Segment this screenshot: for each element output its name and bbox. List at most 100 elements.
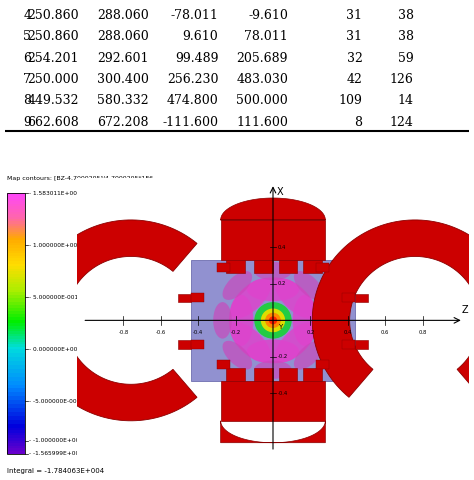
Bar — [7, 365, 25, 369]
Text: 9: 9 — [23, 116, 31, 129]
Text: -9.610: -9.610 — [248, 9, 288, 22]
Bar — [7, 266, 25, 269]
Ellipse shape — [229, 295, 254, 346]
Text: 31: 31 — [346, 30, 363, 43]
Bar — [7, 339, 25, 342]
Bar — [7, 253, 25, 256]
Text: 0.2: 0.2 — [306, 330, 315, 336]
Polygon shape — [221, 198, 325, 220]
Text: 580.332: 580.332 — [97, 94, 149, 107]
Bar — [7, 236, 25, 238]
Text: 31: 31 — [346, 9, 363, 22]
Text: 250.860: 250.860 — [27, 30, 79, 43]
Bar — [7, 234, 25, 236]
Bar — [7, 228, 25, 230]
Text: Integral = -1.784063E+004: Integral = -1.784063E+004 — [7, 468, 104, 474]
Text: 5: 5 — [23, 30, 31, 43]
Bar — [7, 336, 25, 339]
Text: 288.060: 288.060 — [97, 9, 149, 22]
Bar — [7, 214, 25, 217]
Text: -0.6: -0.6 — [156, 330, 166, 336]
Bar — [7, 305, 25, 308]
Polygon shape — [221, 421, 325, 443]
Bar — [7, 221, 25, 224]
Bar — [7, 269, 25, 271]
Bar — [178, 294, 191, 302]
Bar — [7, 347, 25, 349]
Circle shape — [255, 302, 292, 338]
Bar — [7, 193, 25, 454]
Ellipse shape — [292, 295, 317, 346]
Ellipse shape — [294, 341, 323, 370]
Bar — [221, 381, 325, 421]
Bar — [7, 396, 25, 400]
Bar — [7, 256, 25, 258]
Text: Map contours: [BZ-4.7000205]/4.7000205*1E6: Map contours: [BZ-4.7000205]/4.7000205*1… — [7, 176, 153, 181]
Text: 300.400: 300.400 — [97, 73, 149, 86]
Bar — [355, 294, 368, 302]
Text: 126: 126 — [390, 73, 413, 86]
Bar — [7, 392, 25, 396]
Text: 288.060: 288.060 — [97, 30, 149, 43]
Bar — [7, 428, 25, 430]
Bar — [355, 340, 368, 348]
Ellipse shape — [294, 271, 323, 300]
Circle shape — [261, 309, 285, 332]
Text: 292.601: 292.601 — [97, 51, 149, 65]
Bar — [7, 443, 25, 446]
Text: - 1.583011E+000: - 1.583011E+000 — [29, 191, 81, 196]
Text: - 0.000000E+000: - 0.000000E+000 — [29, 347, 82, 352]
Bar — [7, 226, 25, 228]
Bar — [7, 238, 25, 240]
Text: 124: 124 — [390, 116, 413, 129]
Text: 32: 32 — [346, 51, 363, 65]
Bar — [7, 438, 25, 441]
Bar — [7, 301, 25, 305]
Ellipse shape — [275, 278, 316, 318]
Bar — [7, 287, 25, 289]
Text: 250.000: 250.000 — [27, 73, 79, 86]
Bar — [7, 196, 25, 199]
Bar — [7, 416, 25, 420]
Bar — [7, 274, 25, 276]
Bar — [7, 353, 25, 357]
Ellipse shape — [247, 339, 299, 363]
Bar — [7, 377, 25, 381]
Bar — [7, 295, 25, 299]
Bar — [7, 245, 25, 248]
Bar — [7, 206, 25, 209]
Bar — [226, 260, 245, 273]
Bar — [7, 384, 25, 388]
Bar — [7, 369, 25, 373]
Text: Z: Z — [462, 305, 468, 315]
Ellipse shape — [275, 323, 316, 362]
Bar — [7, 204, 25, 206]
Bar — [7, 292, 25, 295]
Text: 500.000: 500.000 — [237, 94, 288, 107]
Bar — [255, 368, 273, 381]
Bar — [7, 251, 25, 253]
Bar — [7, 334, 25, 336]
Bar — [7, 400, 25, 404]
Ellipse shape — [255, 262, 292, 280]
Bar — [217, 263, 230, 272]
Bar — [316, 263, 329, 272]
Text: Y: Y — [278, 324, 282, 330]
Text: 8: 8 — [23, 94, 31, 107]
Bar — [7, 258, 25, 261]
Bar — [7, 199, 25, 201]
Text: - -1.565999E+000: - -1.565999E+000 — [29, 451, 83, 456]
Text: -0.2: -0.2 — [230, 330, 241, 336]
Bar — [255, 260, 273, 273]
Bar — [7, 311, 25, 314]
Bar — [7, 331, 25, 334]
Bar — [7, 408, 25, 412]
Bar — [7, 276, 25, 279]
Bar — [7, 344, 25, 347]
Bar — [7, 212, 25, 214]
Bar — [7, 282, 25, 285]
Text: 662.608: 662.608 — [27, 116, 79, 129]
Bar — [7, 404, 25, 408]
Bar — [221, 220, 325, 260]
Ellipse shape — [222, 341, 252, 370]
